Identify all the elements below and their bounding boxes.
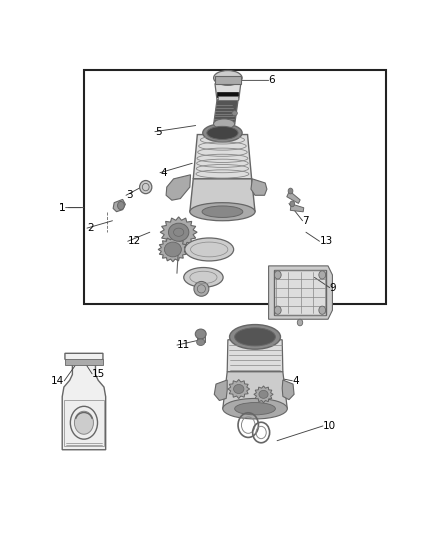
FancyBboxPatch shape bbox=[215, 76, 241, 84]
Text: 7: 7 bbox=[303, 216, 309, 226]
Polygon shape bbox=[214, 380, 227, 400]
Text: 11: 11 bbox=[177, 340, 190, 350]
Text: 8: 8 bbox=[208, 244, 214, 254]
Text: 8: 8 bbox=[201, 275, 207, 285]
Ellipse shape bbox=[235, 402, 276, 415]
Text: 6: 6 bbox=[268, 75, 275, 85]
Ellipse shape bbox=[274, 306, 281, 314]
FancyBboxPatch shape bbox=[64, 400, 104, 446]
Ellipse shape bbox=[290, 201, 295, 207]
Text: 3: 3 bbox=[126, 190, 133, 200]
Polygon shape bbox=[193, 134, 251, 179]
Ellipse shape bbox=[194, 281, 209, 296]
Ellipse shape bbox=[230, 325, 280, 349]
Ellipse shape bbox=[203, 124, 242, 142]
Text: 2: 2 bbox=[87, 223, 94, 233]
FancyBboxPatch shape bbox=[274, 270, 326, 315]
Ellipse shape bbox=[190, 203, 255, 221]
Ellipse shape bbox=[184, 268, 223, 287]
Text: 9: 9 bbox=[330, 282, 336, 293]
FancyBboxPatch shape bbox=[218, 96, 238, 100]
Text: 1: 1 bbox=[59, 203, 66, 213]
Polygon shape bbox=[62, 353, 106, 450]
Polygon shape bbox=[166, 175, 191, 200]
Ellipse shape bbox=[169, 223, 189, 241]
Text: 15: 15 bbox=[92, 369, 106, 379]
Ellipse shape bbox=[232, 111, 237, 116]
FancyBboxPatch shape bbox=[84, 70, 386, 304]
Text: 12: 12 bbox=[128, 236, 141, 246]
Polygon shape bbox=[113, 199, 125, 212]
Ellipse shape bbox=[195, 329, 206, 339]
Text: 4: 4 bbox=[160, 168, 166, 177]
Text: 5: 5 bbox=[155, 127, 162, 136]
Ellipse shape bbox=[214, 70, 242, 85]
Ellipse shape bbox=[223, 399, 287, 419]
FancyBboxPatch shape bbox=[217, 92, 238, 97]
Polygon shape bbox=[287, 191, 300, 204]
Text: 4: 4 bbox=[293, 376, 299, 386]
Polygon shape bbox=[268, 266, 332, 319]
Polygon shape bbox=[190, 179, 255, 212]
Polygon shape bbox=[158, 237, 187, 262]
Ellipse shape bbox=[207, 126, 238, 140]
Polygon shape bbox=[290, 204, 304, 212]
Text: 14: 14 bbox=[51, 376, 64, 386]
Ellipse shape bbox=[117, 201, 124, 209]
Ellipse shape bbox=[259, 390, 268, 398]
Ellipse shape bbox=[202, 206, 243, 217]
Polygon shape bbox=[228, 379, 250, 399]
Ellipse shape bbox=[319, 271, 325, 279]
Ellipse shape bbox=[233, 384, 244, 393]
Text: 10: 10 bbox=[323, 421, 336, 431]
Text: 13: 13 bbox=[320, 236, 333, 246]
Ellipse shape bbox=[140, 181, 152, 193]
Text: 1: 1 bbox=[59, 203, 66, 213]
Polygon shape bbox=[254, 386, 273, 403]
Ellipse shape bbox=[197, 339, 205, 345]
Ellipse shape bbox=[288, 188, 293, 194]
Ellipse shape bbox=[74, 411, 93, 434]
Ellipse shape bbox=[214, 119, 235, 129]
Polygon shape bbox=[223, 372, 287, 409]
Polygon shape bbox=[215, 84, 241, 100]
Ellipse shape bbox=[319, 306, 325, 314]
FancyBboxPatch shape bbox=[65, 359, 103, 365]
Ellipse shape bbox=[274, 271, 281, 279]
FancyBboxPatch shape bbox=[197, 333, 205, 342]
Polygon shape bbox=[160, 217, 197, 247]
Ellipse shape bbox=[185, 238, 233, 261]
Polygon shape bbox=[214, 100, 238, 125]
Ellipse shape bbox=[297, 319, 303, 326]
Polygon shape bbox=[251, 179, 267, 195]
Polygon shape bbox=[227, 340, 283, 372]
Polygon shape bbox=[282, 380, 294, 400]
Ellipse shape bbox=[164, 242, 181, 257]
Ellipse shape bbox=[235, 328, 276, 346]
